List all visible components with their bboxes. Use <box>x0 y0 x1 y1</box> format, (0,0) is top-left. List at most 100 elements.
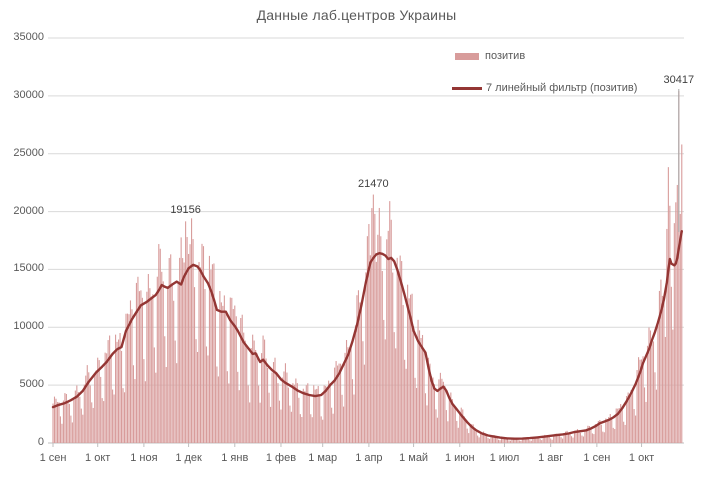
daily-bar <box>502 437 504 443</box>
daily-bar <box>369 255 371 443</box>
daily-bar <box>331 407 333 443</box>
daily-bar <box>418 330 421 443</box>
daily-bar <box>85 375 87 443</box>
daily-bar <box>261 353 263 443</box>
daily-bar <box>494 435 497 443</box>
daily-bar <box>627 392 629 443</box>
bars-series-positive <box>52 91 683 443</box>
daily-bar <box>217 376 219 443</box>
daily-bar <box>529 440 531 443</box>
daily-bar <box>116 341 118 443</box>
daily-bar <box>295 378 297 443</box>
daily-bar <box>113 394 115 443</box>
daily-bar <box>517 438 519 443</box>
daily-bar <box>648 327 650 443</box>
daily-bar <box>122 388 124 443</box>
daily-bar <box>447 421 449 443</box>
daily-bar <box>195 339 197 443</box>
daily-bar <box>535 436 537 443</box>
daily-bar <box>143 359 145 443</box>
daily-bar <box>304 391 306 443</box>
daily-bar <box>612 427 614 443</box>
daily-bar <box>489 438 491 443</box>
daily-bar <box>168 257 170 443</box>
daily-bar <box>420 337 422 443</box>
daily-bar <box>499 440 501 443</box>
y-tick-label: 25000 <box>13 146 44 159</box>
daily-bar <box>453 406 455 443</box>
daily-bar <box>527 438 529 443</box>
daily-bar <box>639 359 641 443</box>
daily-bar <box>115 334 117 443</box>
daily-bar <box>177 283 179 443</box>
daily-bar <box>214 303 216 443</box>
daily-bar <box>61 423 63 443</box>
daily-bar <box>287 387 289 443</box>
daily-bar <box>241 314 243 443</box>
daily-bar <box>633 409 635 443</box>
daily-bar <box>497 439 500 443</box>
daily-bar <box>472 424 474 443</box>
daily-bar <box>319 395 321 443</box>
daily-bar <box>82 414 84 443</box>
daily-bar <box>323 385 325 443</box>
daily-bar <box>584 429 586 443</box>
daily-bar <box>629 394 631 443</box>
daily-bar <box>246 345 248 443</box>
daily-bar <box>250 347 252 443</box>
daily-bar <box>490 435 492 443</box>
daily-bar <box>393 332 395 443</box>
daily-bar <box>444 386 446 443</box>
daily-bar <box>109 335 111 443</box>
daily-bar <box>487 438 489 443</box>
daily-bar <box>290 411 292 443</box>
daily-bar <box>374 213 376 443</box>
daily-bar <box>539 439 541 443</box>
daily-bar <box>460 407 462 443</box>
daily-bar <box>654 372 656 443</box>
daily-bar <box>466 428 468 443</box>
daily-bar <box>356 295 358 443</box>
daily-bar <box>521 437 523 443</box>
daily-bar <box>448 396 450 443</box>
daily-bar <box>618 408 620 443</box>
daily-bar <box>423 350 425 443</box>
daily-bar <box>95 370 97 443</box>
daily-bar <box>486 435 488 443</box>
daily-bar <box>630 390 632 443</box>
daily-bar <box>284 363 286 443</box>
daily-bar <box>624 424 626 443</box>
daily-bar <box>83 384 85 443</box>
daily-bar <box>518 440 520 443</box>
daily-bar <box>131 309 133 443</box>
daily-bar <box>506 438 508 443</box>
x-tick-label: 1 апр <box>355 452 383 464</box>
daily-bar <box>204 289 206 443</box>
daily-bar <box>176 363 178 443</box>
daily-bar <box>173 300 175 443</box>
daily-bar <box>377 234 379 443</box>
daily-bar <box>247 385 249 443</box>
daily-bar <box>493 435 495 443</box>
daily-bar <box>660 279 662 443</box>
daily-bar <box>311 417 313 443</box>
daily-bar <box>645 401 647 443</box>
x-tick-label: 1 сен <box>583 452 611 464</box>
daily-bar <box>354 325 357 443</box>
daily-bar <box>509 440 511 443</box>
daily-bar <box>368 224 370 443</box>
daily-bar <box>611 417 613 443</box>
daily-bar <box>283 371 285 443</box>
daily-bar <box>545 435 547 443</box>
daily-bar <box>91 402 93 443</box>
daily-bar <box>410 294 412 443</box>
daily-bar <box>463 416 465 443</box>
daily-bar <box>316 388 318 443</box>
daily-bar <box>146 291 148 443</box>
daily-bar <box>129 300 132 443</box>
daily-bar <box>138 291 140 443</box>
daily-bar <box>120 350 123 443</box>
daily-bar <box>213 263 215 443</box>
daily-bar <box>496 437 498 443</box>
